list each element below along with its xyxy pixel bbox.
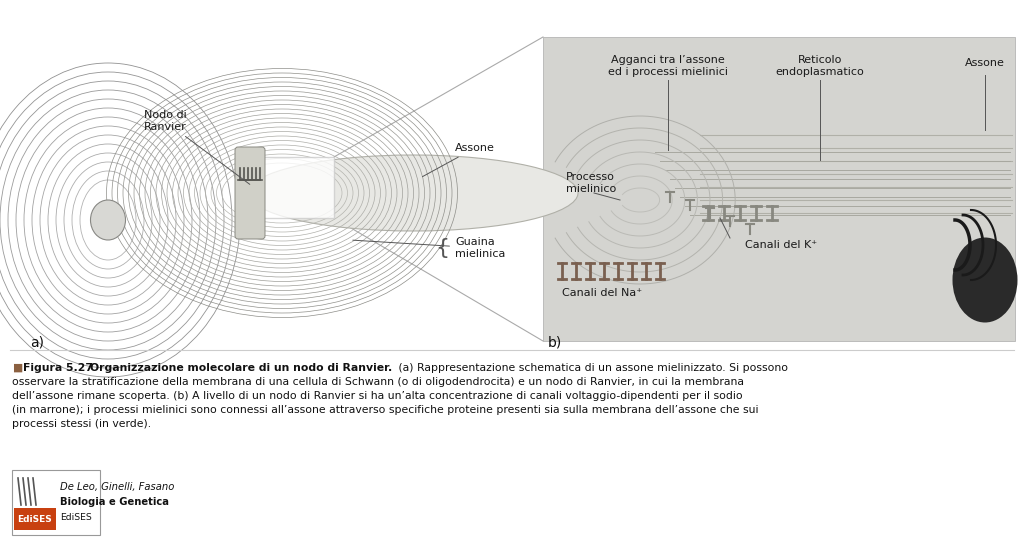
Ellipse shape [248,155,578,231]
Bar [543,37,1015,341]
Text: Figura 5.27: Figura 5.27 [23,363,93,373]
Text: dell’assone rimane scoperta. (b) A livello di un nodo di Ranvier si ha un’alta c: dell’assone rimane scoperta. (b) A livel… [12,391,742,401]
Ellipse shape [90,200,126,240]
Text: EdiSES: EdiSES [17,514,52,524]
Text: Agganci tra l’assone
ed i processi mielinici: Agganci tra l’assone ed i processi mieli… [608,55,728,77]
Text: (a) Rappresentazione schematica di un assone mielinizzato. Si possono: (a) Rappresentazione schematica di un as… [395,363,788,373]
Text: Biologia e Genetica: Biologia e Genetica [60,497,169,507]
Text: Nodo di
Ranvier: Nodo di Ranvier [143,110,250,184]
Ellipse shape [952,238,1018,322]
Text: a): a) [30,335,44,349]
Text: Guaina
mielinica: Guaina mielinica [353,237,506,259]
Text: {: { [435,238,449,258]
Text: Assone: Assone [965,58,1005,68]
Text: Assone: Assone [423,143,495,177]
Bar [248,157,334,218]
Text: De Leo, Ginelli, Fasano: De Leo, Ginelli, Fasano [60,482,174,492]
Text: Organizzazione molecolare di un nodo di Ranvier.: Organizzazione molecolare di un nodo di … [90,363,392,373]
Bar [14,508,56,530]
Text: Reticolo
endoplasmatico: Reticolo endoplasmatico [775,55,864,77]
Text: processi stessi (in verde).: processi stessi (in verde). [12,419,152,429]
Text: Canali del K⁺: Canali del K⁺ [745,240,817,250]
Text: osservare la stratificazione della membrana di una cellula di Schwann (o di olig: osservare la stratificazione della membr… [12,377,744,387]
Text: Processo
mielinico: Processo mielinico [566,172,616,194]
Bar [12,470,100,535]
FancyBboxPatch shape [234,147,265,239]
Text: Canali del Na⁺: Canali del Na⁺ [562,288,642,298]
Text: (in marrone); i processi mielinici sono connessi all’assone attraverso specifich: (in marrone); i processi mielinici sono … [12,405,759,415]
Text: EdiSES: EdiSES [60,513,92,522]
Text: b): b) [548,335,562,349]
Text: ■: ■ [12,363,23,373]
